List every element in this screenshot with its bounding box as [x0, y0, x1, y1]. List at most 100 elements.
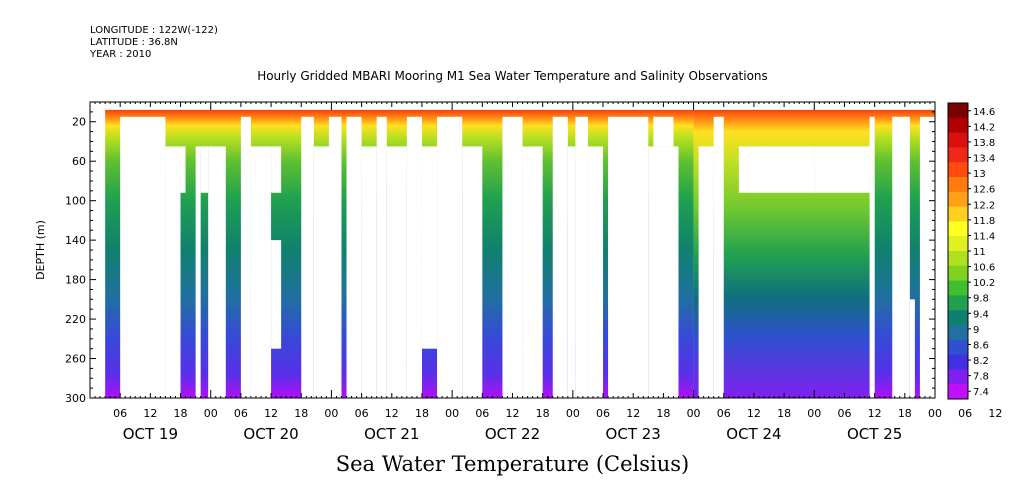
- missing-data-mask: [587, 146, 604, 398]
- colorbar-label: 11.8: [973, 216, 995, 227]
- missing-data-mask: [200, 146, 209, 193]
- missing-data-mask: [406, 116, 422, 399]
- missing-data-mask: [462, 146, 483, 398]
- colorbar-swatch: [948, 221, 968, 237]
- missing-data-mask: [195, 146, 201, 398]
- day-label: OCT 25: [847, 425, 902, 443]
- colorbar-swatch: [948, 265, 968, 282]
- colorbar-label: 14.6: [973, 107, 995, 118]
- chart-caption: Sea Water Temperature (Celsius): [335, 452, 690, 476]
- missing-data-mask: [208, 146, 226, 398]
- hour-tick-label: 00: [687, 407, 701, 420]
- y-tick-label: 300: [65, 392, 86, 405]
- missing-data-mask: [105, 102, 935, 110]
- hour-tick-label: 18: [656, 407, 670, 420]
- missing-data-mask: [120, 116, 166, 399]
- y-axis: 20 60 100 140 180 220 260 300: [65, 111, 935, 405]
- hour-tick-label: 12: [143, 407, 157, 420]
- y-axis-label: DEPTH (m): [34, 220, 47, 280]
- colorbar-label: 9: [973, 325, 979, 336]
- day-label: OCT 20: [243, 425, 298, 443]
- missing-data-mask: [421, 146, 438, 349]
- y-tick-label: 260: [65, 353, 86, 366]
- hour-tick-label: 12: [868, 407, 882, 420]
- hour-tick-label: 12: [506, 407, 520, 420]
- missing-data-mask: [376, 116, 387, 399]
- colorbar-label: 8.2: [973, 356, 989, 367]
- day-label: OCT 23: [606, 425, 661, 443]
- hour-tick-label: 12: [988, 407, 1002, 420]
- missing-data-mask: [575, 116, 588, 399]
- hour-tick-label: 12: [626, 407, 640, 420]
- hour-tick-label: 06: [837, 407, 851, 420]
- hour-tick-label: 18: [536, 407, 550, 420]
- hour-tick-label: 12: [264, 407, 278, 420]
- hour-tick-label: 00: [445, 407, 459, 420]
- y-tick-label: 20: [72, 116, 86, 129]
- colorbar-label: 11: [973, 247, 986, 258]
- colorbar-label: 10.2: [973, 278, 995, 289]
- hour-tick-label: 06: [958, 407, 972, 420]
- missing-data-mask: [522, 146, 543, 398]
- y-tick-label: 140: [65, 234, 86, 247]
- y-tick-label: 220: [65, 313, 86, 326]
- colorbar-label: 8.6: [973, 340, 989, 351]
- colorbar-swatch: [948, 117, 968, 134]
- colorbar-swatch: [948, 384, 968, 400]
- colorbar-label: 7.4: [973, 387, 989, 398]
- colorbar-swatch: [948, 236, 968, 252]
- hour-tick-label: 00: [928, 407, 942, 420]
- colorbar-swatch: [948, 339, 968, 356]
- hour-tick-label: 06: [355, 407, 369, 420]
- missing-data-mask: [328, 116, 342, 399]
- colorbar-label: 12.2: [973, 200, 995, 211]
- missing-data-mask: [892, 116, 910, 399]
- day-label: OCT 19: [123, 425, 178, 443]
- x-axis: 06 12 18 00 06 12 18 00 06 12 18 00 06 12 18 00 06 12 18 00…: [89, 102, 1002, 443]
- colorbar-swatch: [948, 310, 968, 326]
- missing-data-mask: [313, 146, 332, 398]
- hour-tick-label: 00: [324, 407, 338, 420]
- colorbar-swatch: [948, 191, 968, 208]
- hour-tick-label: 06: [717, 407, 731, 420]
- missing-data-mask: [698, 146, 714, 398]
- colorbar-label: 7.8: [973, 372, 989, 383]
- hour-tick-label: 06: [113, 407, 127, 420]
- hour-tick-label: 18: [174, 407, 188, 420]
- y-tick-label: 180: [65, 274, 86, 287]
- hour-tick-label: 00: [807, 407, 821, 420]
- missing-data-mask: [271, 240, 282, 349]
- y-tick-label: 100: [65, 195, 86, 208]
- day-label: OCT 21: [364, 425, 419, 443]
- colorbar-swatch: [948, 206, 968, 222]
- hour-tick-label: 06: [234, 407, 248, 420]
- missing-data-mask: [909, 299, 915, 398]
- missing-data-mask: [165, 146, 181, 398]
- colorbar-label: 9.8: [973, 294, 989, 305]
- missing-data-mask: [814, 146, 870, 193]
- colorbar: 14.6 14.2 13.8 13.4 13 12.6 12.2 11.8 11.4 11 10.6…: [947, 102, 995, 400]
- missing-data-mask: [653, 116, 674, 147]
- colorbar-swatch: [948, 251, 968, 267]
- colorbar-label: 10.6: [973, 263, 995, 274]
- missing-data-mask: [271, 146, 282, 193]
- missing-data-mask: [713, 116, 724, 399]
- hour-tick-label: 00: [204, 407, 218, 420]
- colorbar-swatch: [948, 132, 968, 148]
- colorbar-swatch: [948, 147, 968, 163]
- hour-tick-label: 18: [415, 407, 429, 420]
- colorbar-swatch: [948, 369, 968, 385]
- hour-tick-label: 06: [475, 407, 489, 420]
- missing-data-mask: [361, 146, 377, 398]
- hour-tick-label: 12: [747, 407, 761, 420]
- missing-data-mask: [502, 116, 523, 399]
- missing-data-mask: [301, 116, 314, 399]
- day-label: OCT 24: [726, 425, 781, 443]
- missing-data-mask: [738, 146, 815, 193]
- colorbar-swatch: [948, 354, 968, 370]
- hour-tick-label: 18: [898, 407, 912, 420]
- colorbar-swatch: [948, 325, 968, 341]
- longitude-label: LONGITUDE : 122W(-122): [90, 25, 218, 36]
- colorbar-swatch: [948, 280, 968, 296]
